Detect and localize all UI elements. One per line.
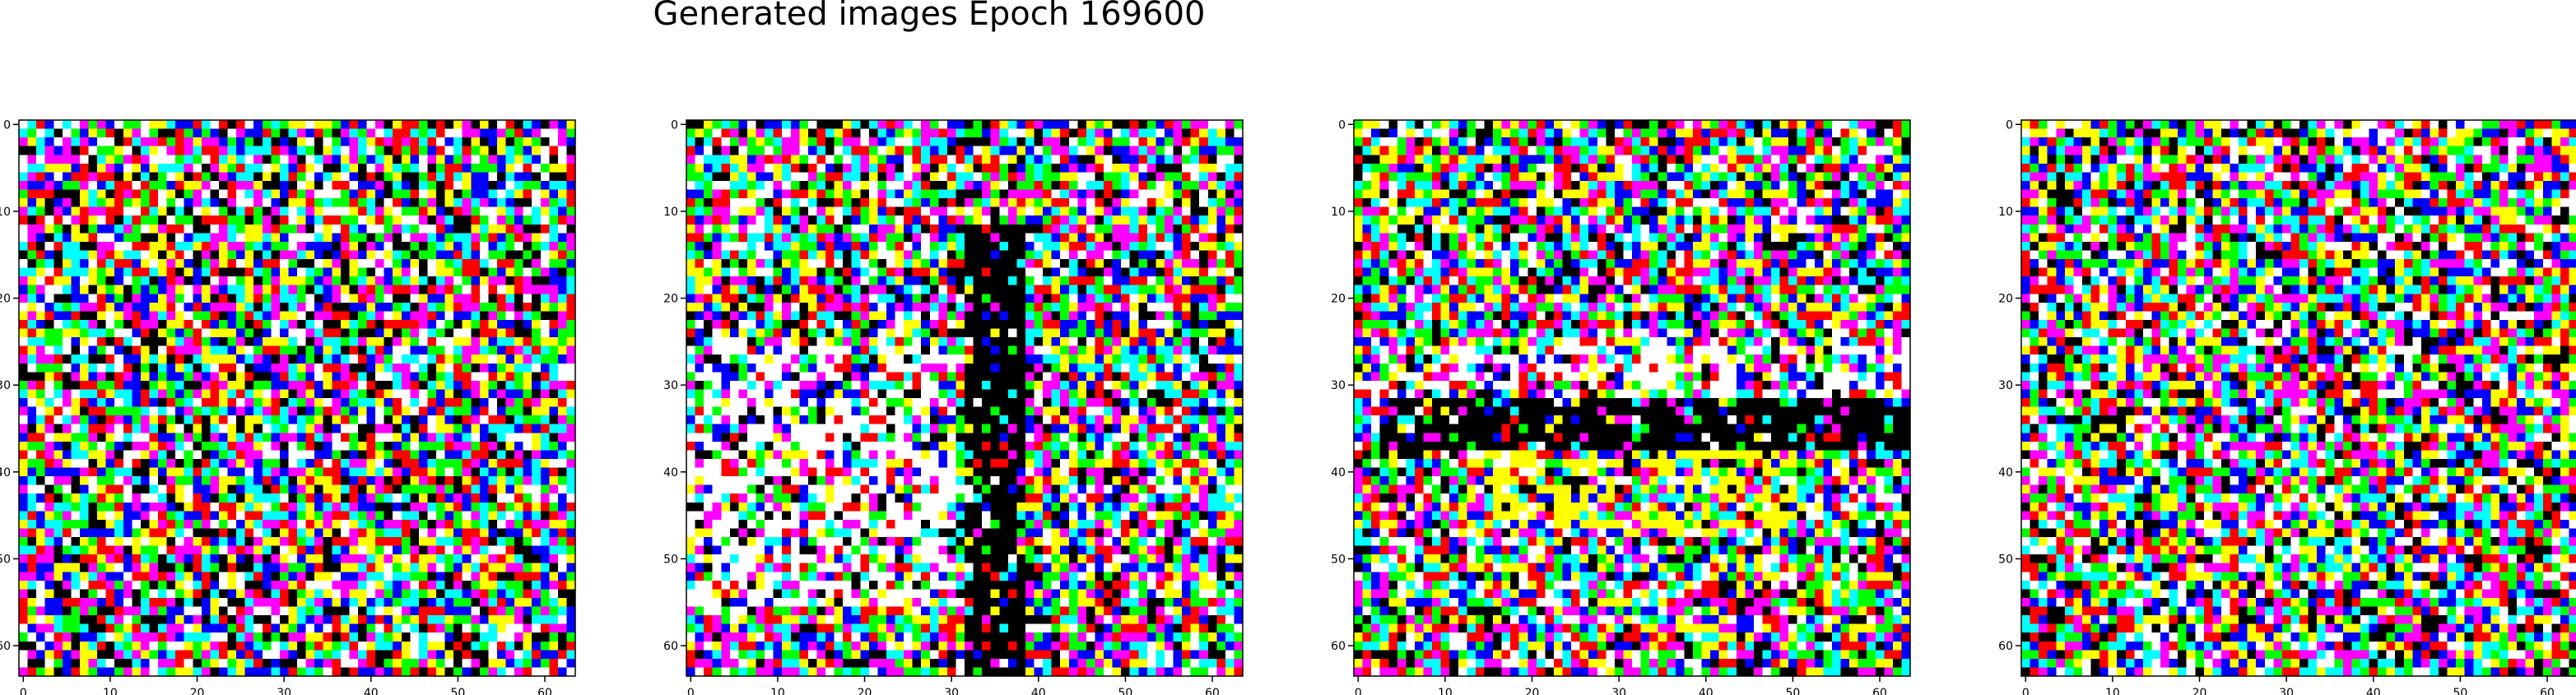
x-tick-label: 60: [2540, 687, 2555, 695]
y-tick-label: 30: [663, 379, 678, 392]
x-tick-label: 50: [450, 687, 465, 695]
x-tick-label: 0: [1355, 687, 1362, 695]
x-tick-label: 60: [1872, 687, 1887, 695]
x-tick-label: 50: [1118, 687, 1132, 695]
x-tick-label: 30: [277, 687, 291, 695]
y-tick-label: 50: [663, 553, 678, 566]
x-tick-label: 0: [687, 687, 695, 695]
y-tick-label: 20: [1998, 293, 2013, 306]
x-tick-label: 50: [2453, 687, 2467, 695]
x-tick-label: 20: [858, 687, 872, 695]
x-tick-label: 0: [20, 687, 27, 695]
x-tick-label: 40: [364, 687, 379, 695]
y-tick-label: 0: [1338, 118, 1346, 132]
y-tick-label: 30: [1331, 379, 1346, 392]
image-panel-3: 0 10 20 30 40 50 60 0 10 20 30 40 50 60: [1331, 118, 1910, 695]
y-tick-label: 20: [663, 293, 678, 306]
image-panel-2: 0 10 20 30 40 50 60 0 10 20 30 40 50 60: [663, 118, 1243, 695]
y-tick-label: 0: [671, 118, 678, 132]
generated-image-4: [2021, 120, 2576, 677]
y-tick-label: 50: [1998, 553, 2013, 566]
y-tick-label: 40: [0, 466, 11, 480]
y-tick-label: 40: [1331, 466, 1346, 480]
y-tick-label: 40: [1998, 466, 2013, 480]
x-tick-label: 10: [2105, 687, 2120, 695]
x-tick-label: 10: [103, 687, 118, 695]
figure-title: Generated images Epoch 169600: [653, 0, 1206, 33]
x-tick-label: 30: [1611, 687, 1626, 695]
y-tick-label: 10: [1331, 206, 1346, 219]
x-tick-label: 20: [190, 687, 205, 695]
generated-image-2: [686, 120, 1244, 677]
y-tick-label: 50: [0, 553, 11, 566]
y-tick-label: 30: [1998, 379, 2013, 392]
generated-image-1: [19, 120, 576, 677]
y-tick-label: 20: [1331, 293, 1346, 306]
x-tick-label: 40: [1699, 687, 1713, 695]
x-tick-label: 60: [1205, 687, 1220, 695]
x-tick-label: 30: [944, 687, 959, 695]
y-tick-label: 60: [663, 640, 678, 653]
y-tick-label: 60: [1331, 640, 1346, 653]
y-tick-label: 20: [0, 293, 11, 306]
x-tick-label: 40: [1031, 687, 1046, 695]
x-tick-label: 30: [2279, 687, 2294, 695]
x-tick-label: 10: [1438, 687, 1453, 695]
image-panels: 0102030405060010203040506001020304050600…: [0, 118, 2576, 695]
x-tick-label: 10: [770, 687, 785, 695]
x-tick-label: 40: [2366, 687, 2381, 695]
y-tick-label: 0: [3, 118, 11, 132]
image-panel-1: 0 10 20 30 40 50 60 0 10 20 30 40 50 60: [0, 118, 576, 695]
y-tick-label: 60: [0, 640, 11, 653]
y-tick-label: 30: [0, 379, 11, 392]
x-tick-label: 20: [2192, 687, 2207, 695]
x-tick-label: 20: [1525, 687, 1540, 695]
x-tick-label: 60: [537, 687, 552, 695]
x-tick-label: 50: [1785, 687, 1800, 695]
y-tick-label: 10: [1998, 206, 2013, 219]
y-tick-label: 60: [1998, 640, 2013, 653]
y-tick-label: 40: [663, 466, 678, 480]
y-tick-label: 0: [2006, 118, 2013, 132]
generated-image-3: [1354, 120, 1911, 677]
x-tick-label: 0: [2022, 687, 2030, 695]
y-tick-label: 10: [0, 206, 11, 219]
y-tick-label: 10: [663, 206, 678, 219]
image-panel-4: 0 10 20 30 40 50 60 0 10 20 30 40 50 60: [1998, 118, 2576, 695]
y-tick-label: 50: [1331, 553, 1346, 566]
